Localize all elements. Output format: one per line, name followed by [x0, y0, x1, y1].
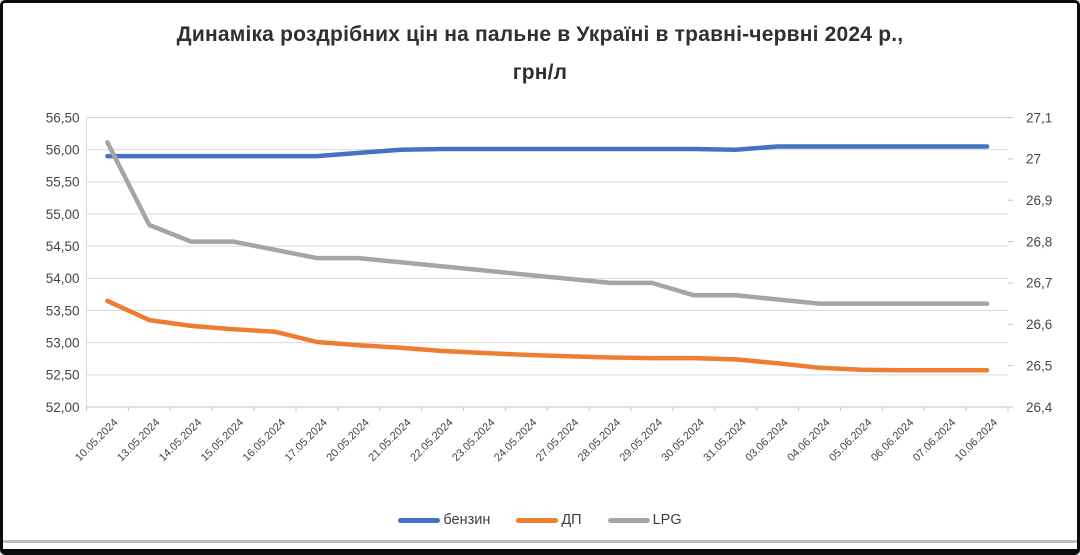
- x-axis-tick-label: 15.05.2024: [199, 417, 246, 464]
- x-axis-tick-label: 23.05.2024: [450, 417, 497, 464]
- left-axis-tick-label: 55,50: [46, 175, 80, 190]
- right-axis-tick-label: 26,9: [1026, 193, 1052, 208]
- x-axis-tick-label: 14.05.2024: [157, 417, 204, 464]
- legend-label-lpg: LPG: [652, 512, 682, 528]
- x-axis-tick-label: 13.05.2024: [115, 417, 162, 464]
- chart-title-line-2: грн/л: [512, 61, 568, 84]
- lpg-line-swatch: [607, 517, 650, 523]
- x-axis-tick-label: 20.05.2024: [324, 417, 371, 464]
- chart-title: Динаміка роздрібних цін на пальне в Укра…: [43, 16, 1037, 92]
- left-axis-tick-label: 53,50: [46, 303, 80, 318]
- left-axis-tick-label: 52,00: [46, 400, 80, 415]
- lpg-line: [105, 140, 990, 306]
- x-axis-tick-label: 03.06.2024: [743, 417, 790, 464]
- x-axis-tick-label: 29.05.2024: [618, 417, 665, 464]
- right-axis-tick-label: 26,8: [1026, 234, 1052, 249]
- x-axis-tick-label: 24.05.2024: [492, 417, 539, 464]
- x-axis-tick-label: 07.06.2024: [911, 417, 958, 464]
- left-axis-tick-label: 53,00: [46, 335, 80, 350]
- petrol-line-swatch: [398, 517, 441, 523]
- right-axis-tick-label: 26,6: [1026, 317, 1052, 332]
- x-axis-tick-label: 10.06.2024: [953, 417, 1000, 464]
- legend-item-diesel: ДП: [516, 512, 582, 528]
- left-axis-tick-label: 56,00: [46, 142, 80, 157]
- x-axis-tick-label: 21.05.2024: [366, 417, 413, 464]
- petrol-line: [105, 144, 990, 159]
- legend-item-lpg: LPG: [607, 512, 682, 528]
- legend-item-petrol: бензин: [398, 512, 490, 528]
- left-axis-tick-label: 55,00: [46, 207, 80, 222]
- right-axis-tick-label: 26,4: [1026, 400, 1053, 415]
- bottom-divider: [3, 540, 1077, 543]
- chart-legend: бензин ДП LPG: [3, 507, 1077, 533]
- chart-title-line-1: Динаміка роздрібних цін на пальне в Укра…: [176, 23, 904, 46]
- legend-label-petrol: бензин: [443, 512, 491, 528]
- left-axis-tick-label: 52,50: [46, 368, 80, 383]
- x-axis-tick-label: 04.06.2024: [785, 417, 832, 464]
- x-axis-tick-label: 10.05.2024: [73, 417, 120, 464]
- left-axis-tick-label: 54,50: [46, 239, 80, 254]
- right-axis-tick-label: 27: [1026, 152, 1041, 167]
- plot-area: 56,50 56,00 55,50 55,00 54,50 54,00 53,50 53,00…: [46, 110, 1053, 464]
- x-axis-tick-label: 30.05.2024: [660, 417, 707, 464]
- x-axis-tick-label: 06.06.2024: [869, 417, 916, 464]
- legend-label-diesel: ДП: [561, 512, 582, 528]
- x-axis-tick-label: 28.05.2024: [576, 417, 623, 464]
- right-axis-tick-label: 26,5: [1026, 358, 1052, 373]
- x-axis-tick-label: 17.05.2024: [283, 417, 330, 464]
- x-axis-tick-label: 22.05.2024: [408, 417, 455, 464]
- diesel-line: [105, 298, 990, 373]
- x-axis-tick-label: 27.05.2024: [534, 417, 581, 464]
- x-axis-tick-label: 16.05.2024: [241, 417, 288, 464]
- right-axis-tick-label: 27,1: [1026, 110, 1052, 125]
- diesel-line-swatch: [516, 517, 559, 523]
- x-axis-tick-label: 31.05.2024: [701, 417, 748, 464]
- x-axis-tick-label: 05.06.2024: [827, 417, 874, 464]
- left-axis-tick-label: 56,50: [46, 110, 80, 125]
- left-axis-tick-label: 54,00: [46, 271, 80, 286]
- right-axis-tick-label: 26,7: [1026, 276, 1052, 291]
